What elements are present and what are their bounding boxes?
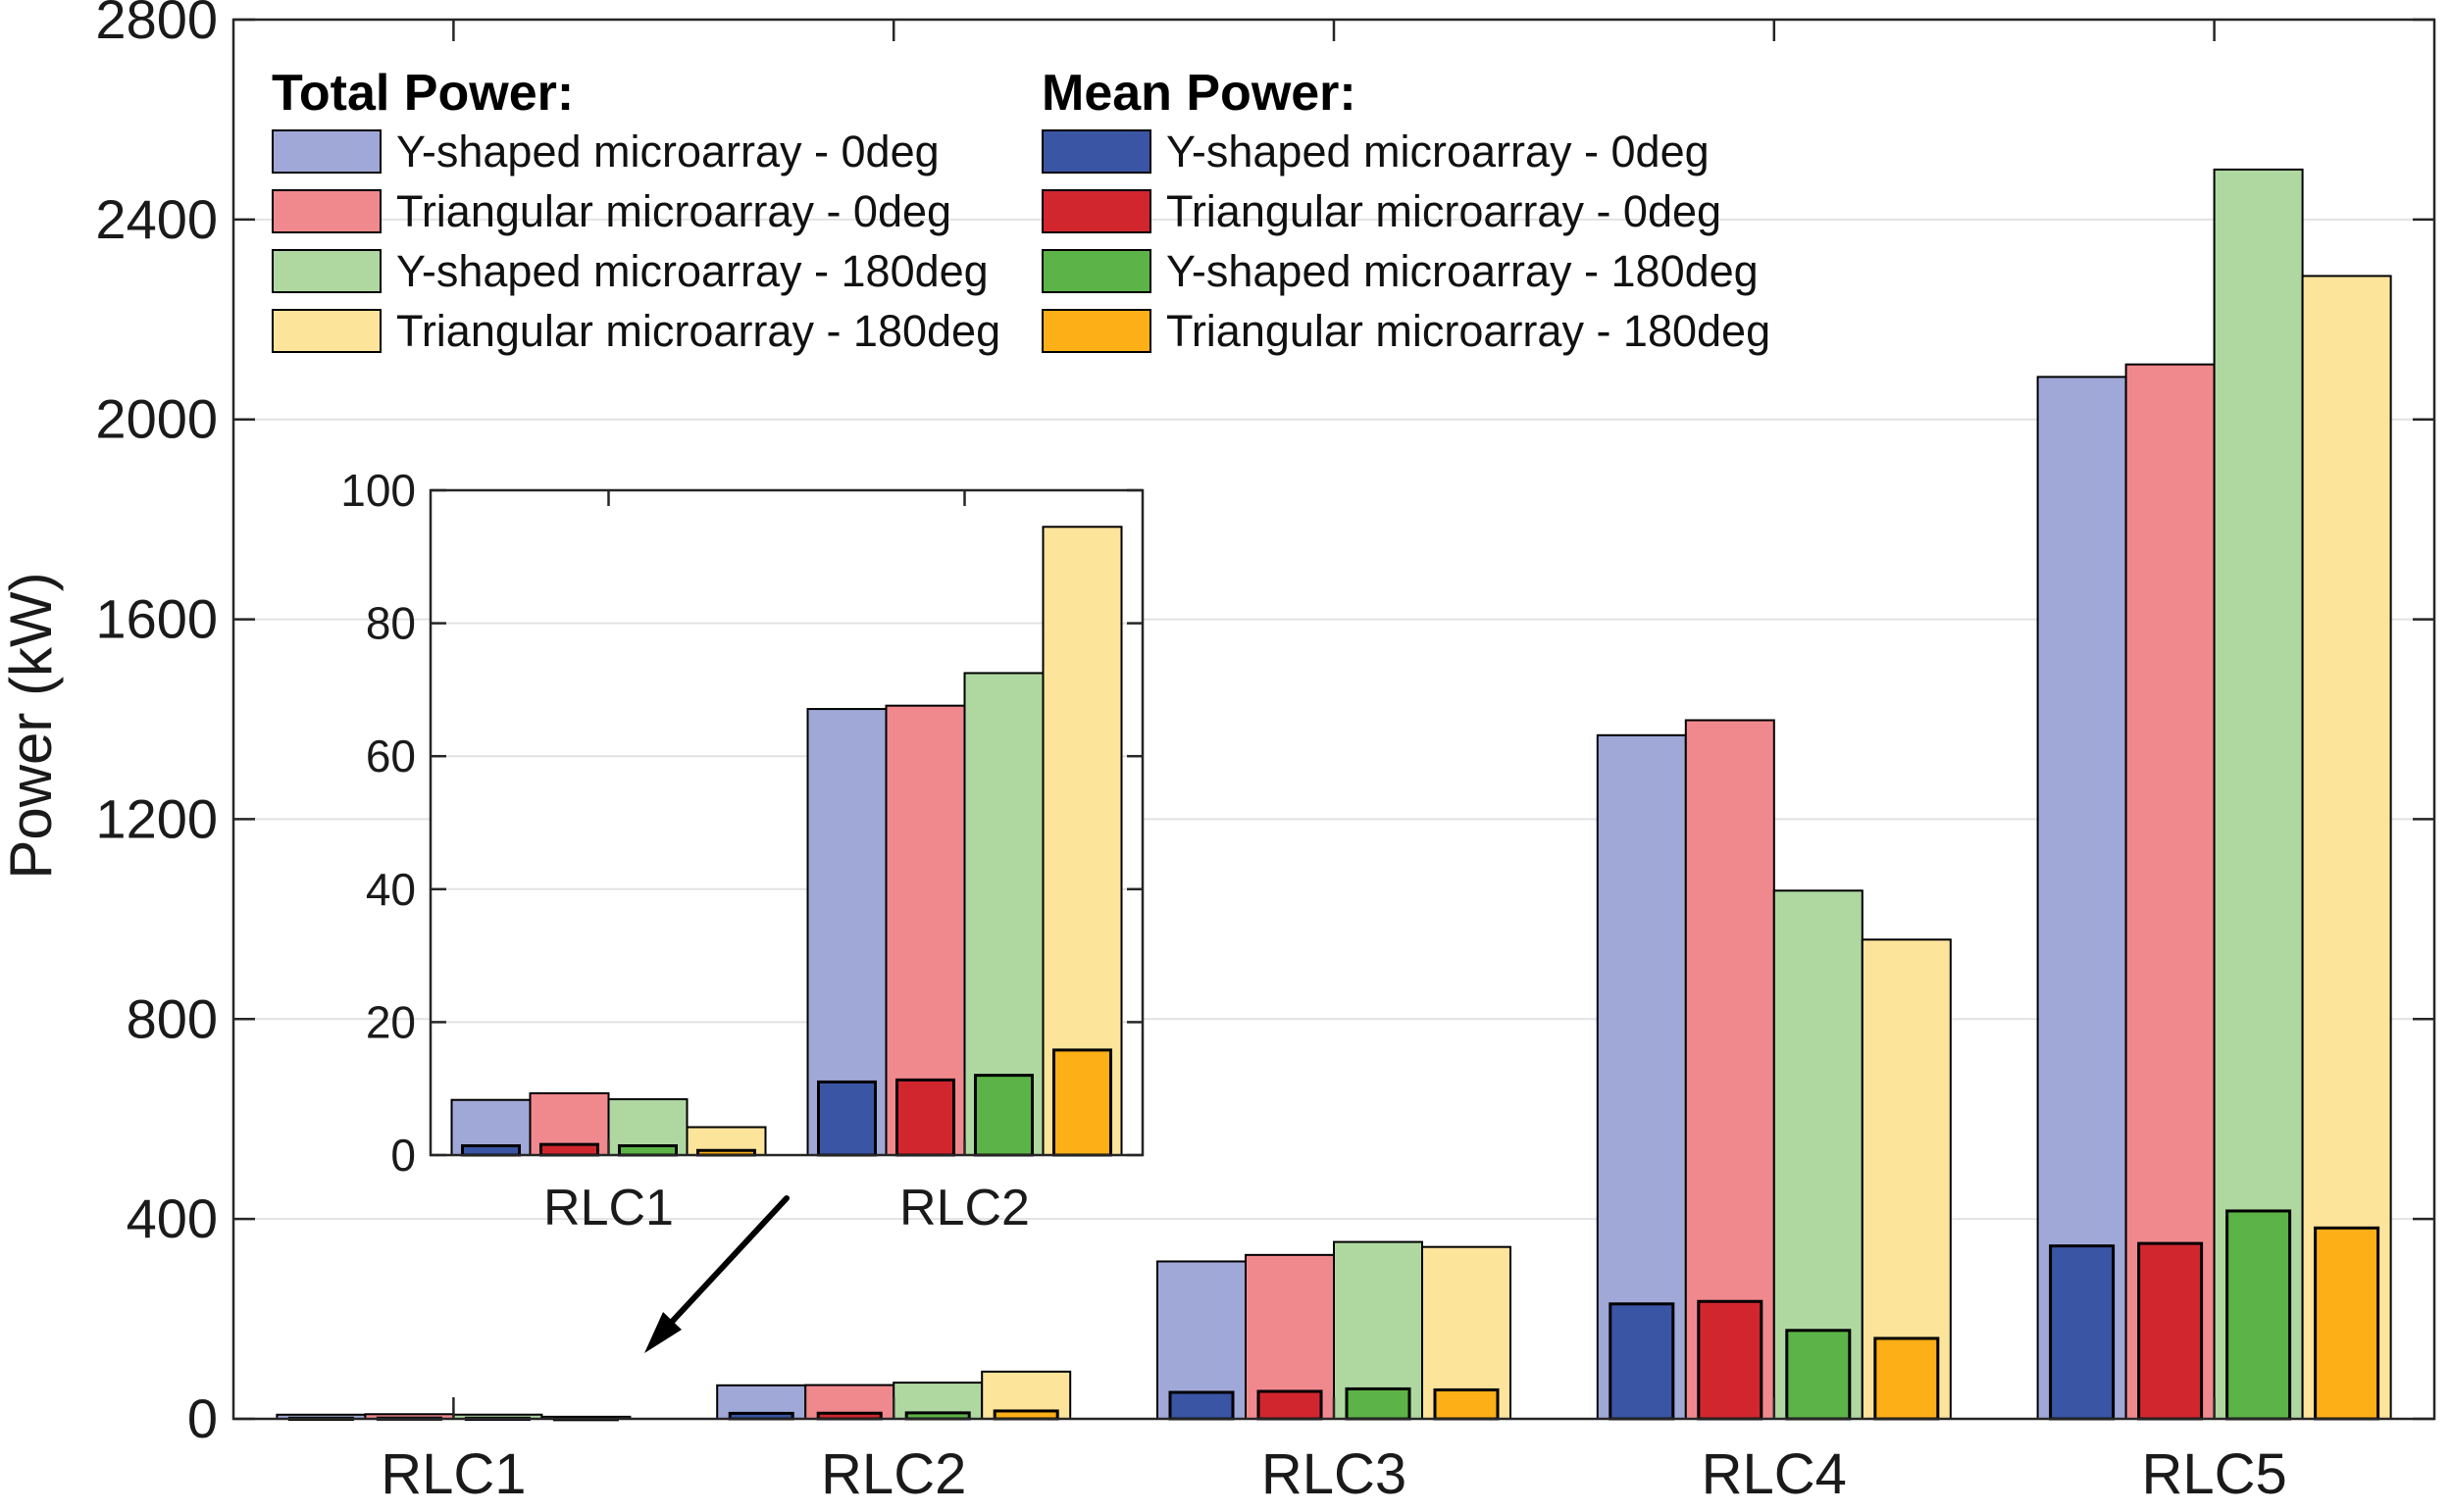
inset-mean-bar-RLC2 [817,1080,877,1157]
x-category-label: RLC1 [381,1442,526,1506]
inset-y-tick-label: 100 [340,465,416,516]
legend-label: Triangular microarray - 0deg [396,186,952,236]
x-category-label: RLC4 [1702,1442,1847,1506]
inset-mean-bar-RLC2 [895,1078,955,1157]
inset-y-tick-label: 80 [366,598,416,649]
mean-bar-RLC4 [1873,1336,1940,1421]
inset-mean-bar-RLC1 [539,1142,599,1157]
inset-y-tick-label: 20 [366,996,416,1047]
legend-swatch-total-triangular-0deg [272,189,382,233]
legend-label: Y-shaped microarray - 180deg [396,246,989,296]
mean-bar-RLC3 [1256,1389,1323,1421]
legend-swatch-mean-yshaped-180deg [1042,249,1151,293]
legend-swatch-mean-triangular-0deg [1042,189,1151,233]
legend-entry: Y-shaped microarray - 0deg [1042,129,1770,174]
legend-swatch-total-yshaped-0deg [272,129,382,174]
legend-entry: Triangular microarray - 180deg [272,309,1000,353]
legend-entry: Y-shaped microarray - 180deg [1042,249,1770,293]
legend-swatch-total-triangular-180deg [272,309,382,353]
mean-bar-RLC3 [1168,1390,1235,1421]
mean-bar-RLC4 [1697,1299,1763,1421]
y-tick-label: 800 [127,987,218,1049]
inset-mean-bar-RLC1 [618,1144,678,1157]
legend-label: Y-shaped microarray - 0deg [1166,126,1710,176]
legend-swatch-total-yshaped-180deg [272,249,382,293]
mean-bar-RLC5 [2137,1241,2204,1421]
legend-total-power: Total Power: Y-shaped microarray - 0deg … [272,65,1000,369]
y-tick-label: 1600 [95,588,218,650]
legend-entry: Triangular microarray - 180deg [1042,309,1770,353]
zoom-arrow-line [656,1195,790,1338]
y-tick-label: 2400 [95,188,218,250]
zoom-arrow-head [644,1312,682,1353]
x-category-label: RLC5 [2141,1442,2286,1506]
y-tick-label: 1200 [95,787,218,849]
mean-bar-RLC4 [1609,1302,1675,1421]
mean-bar-RLC4 [1785,1329,1852,1421]
legend-swatch-mean-yshaped-0deg [1042,129,1151,174]
legend-mean-header: Mean Power: [1042,65,1356,122]
legend-label: Triangular microarray - 180deg [396,306,1001,356]
mean-bar-RLC5 [2314,1226,2380,1421]
inset-mean-bar-RLC2 [1052,1048,1112,1157]
mean-bar-RLC3 [1433,1387,1500,1421]
legend-swatch-mean-triangular-180deg [1042,309,1151,353]
y-tick-label: 400 [127,1187,218,1249]
x-category-label: RLC3 [1261,1442,1406,1506]
inset-y-tick-label: 40 [366,864,416,915]
y-axis-label: Power (kW) [0,572,64,879]
mean-bar-RLC5 [2225,1209,2292,1421]
legend-entry: Triangular microarray - 0deg [1042,189,1770,233]
inset-mean-bar-RLC2 [974,1074,1034,1157]
legend-total-header: Total Power: [272,65,575,122]
mean-bar-RLC3 [1345,1386,1411,1421]
legend-mean-power: Mean Power: Y-shaped microarray - 0deg T… [1042,65,1770,369]
inset-x-category-label: RLC2 [899,1180,1030,1236]
mean-bar-RLC5 [2049,1244,2116,1421]
inset-box [429,488,1145,1157]
x-category-label: RLC2 [821,1442,966,1506]
inset-x-category-label: RLC1 [543,1180,674,1236]
legend-label: Y-shaped microarray - 0deg [396,126,940,176]
y-tick-label: 2800 [95,0,218,50]
y-tick-label: 2000 [95,388,218,450]
legend-label: Y-shaped microarray - 180deg [1166,246,1759,296]
legend-entry: Y-shaped microarray - 180deg [272,249,1000,293]
inset-y-tick-label: 60 [366,731,416,781]
inset-mean-bar-RLC1 [461,1144,521,1157]
legend-entry: Triangular microarray - 0deg [272,189,1000,233]
legend-label: Triangular microarray - 180deg [1166,306,1771,356]
legend-entry: Y-shaped microarray - 0deg [272,129,1000,174]
inset-y-tick-label: 0 [390,1130,416,1181]
y-tick-label: 0 [187,1387,218,1449]
legend-label: Triangular microarray - 0deg [1166,186,1722,236]
